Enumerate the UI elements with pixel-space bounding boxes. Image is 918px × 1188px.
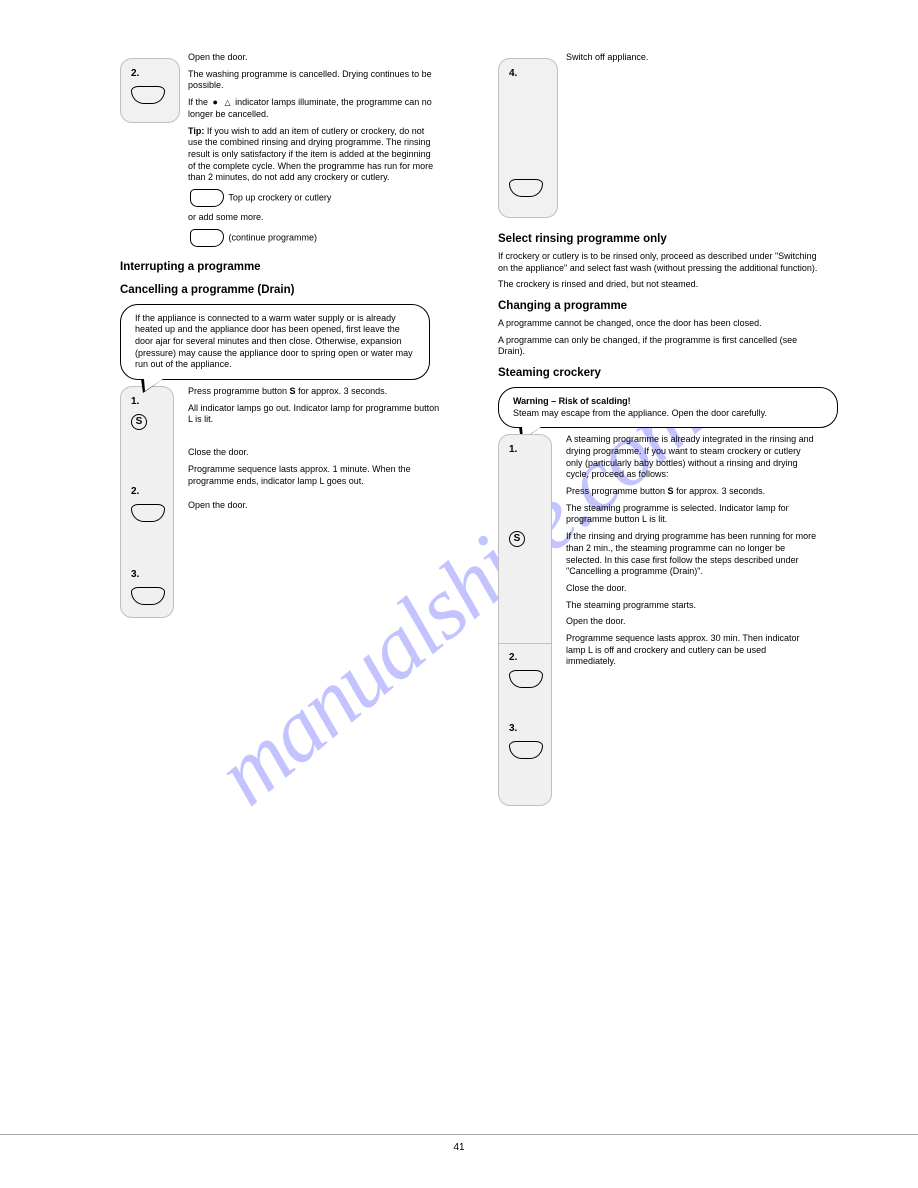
step-text: Close the door. [566, 583, 818, 595]
right-column: 4. Switch off appliance. Select rinsing … [498, 52, 818, 806]
body-text: If crockery or cutlery is to be rinsed o… [498, 251, 818, 274]
body-text: Top up crockery or cutlery [188, 189, 440, 207]
page-number: 41 [453, 1142, 464, 1153]
step-text: Close the door. [188, 447, 440, 459]
indicator-triangle-icon: △ [224, 98, 230, 107]
step-number: 1. [131, 395, 163, 408]
step-note: The steaming programme is selected. Indi… [566, 503, 818, 526]
body-text: If the ● △ indicator lamps illuminate, t… [188, 97, 440, 121]
open-door-icon [131, 86, 169, 108]
step-text: Open the door. [188, 500, 440, 512]
section-heading: Changing a programme [498, 299, 818, 314]
freehand-icon [190, 189, 224, 207]
step-box: 2. [120, 58, 180, 123]
step-note: If the rinsing and drying programme has … [566, 531, 818, 578]
section-heading: Interrupting a programme [120, 260, 440, 275]
step-box: 4. [498, 58, 558, 218]
open-door-icon [509, 741, 541, 763]
warning-callout: Warning – Risk of scalding! Steam may es… [498, 387, 838, 428]
section-heading: Cancelling a programme (Drain) [120, 283, 440, 298]
warning-callout: If the appliance is connected to a warm … [120, 304, 430, 380]
body-text: A programme cannot be changed, once the … [498, 318, 818, 330]
step-text: Open the door. [188, 52, 440, 64]
step-number: 3. [509, 722, 541, 735]
step-strip: 3. [120, 560, 174, 618]
step-text: Switch off appliance. [566, 52, 818, 64]
body-text: A steaming programme is already integrat… [566, 434, 818, 481]
step-number: 1. [509, 443, 541, 456]
program-s-icon: S [131, 414, 163, 430]
step-strip: 2. [498, 643, 552, 715]
left-column: 2. Open the door. The washing programme … [120, 52, 440, 618]
callout-title: Warning – Risk of scalding! [513, 396, 631, 406]
callout-text: If the appliance is connected to a warm … [135, 313, 413, 370]
open-door-icon [131, 587, 163, 609]
close-door-icon [131, 504, 163, 526]
step-number: 2. [131, 485, 163, 498]
step-strip: 1. S [120, 386, 174, 478]
step-text: Open the door. [566, 616, 818, 628]
close-door-icon [509, 670, 541, 692]
step-number: 4. [509, 67, 547, 80]
section-heading: Select rinsing programme only [498, 232, 818, 247]
step-strip: 2. [120, 477, 174, 561]
body-text: The washing programme is cancelled. Dryi… [188, 69, 440, 92]
body-text: (continue programme) [188, 229, 440, 247]
step-number: 2. [509, 651, 541, 664]
indicator-dot-icon: ● [213, 97, 218, 107]
page-footer: 41 [0, 1134, 918, 1154]
step-note: Programme sequence lasts approx. 30 min.… [566, 633, 818, 668]
freehand-icon [190, 229, 224, 247]
step-number: 3. [131, 568, 163, 581]
step-strip: 3. [498, 714, 552, 806]
step-text: Press programme button S for approx. 3 s… [566, 486, 818, 498]
body-text: or add some more. [188, 212, 440, 224]
step-strip: 1. S [498, 434, 552, 644]
switch-off-icon [509, 179, 543, 201]
step-note: All indicator lamps go out. Indicator la… [188, 403, 440, 426]
section-heading: Steaming crockery [498, 366, 818, 381]
step-note: Programme sequence lasts approx. 1 minut… [188, 464, 440, 487]
body-text: The crockery is rinsed and dried, but no… [498, 279, 818, 291]
body-text: A programme can only be changed, if the … [498, 335, 818, 358]
step-note: The steaming programme starts. [566, 600, 818, 612]
tip-text: Tip: If you wish to add an item of cutle… [188, 126, 440, 184]
callout-body: Steam may escape from the appliance. Ope… [513, 408, 767, 418]
step-text: Press programme button S for approx. 3 s… [188, 386, 440, 398]
step-number: 2. [131, 67, 169, 80]
program-s-icon: S [509, 531, 525, 547]
